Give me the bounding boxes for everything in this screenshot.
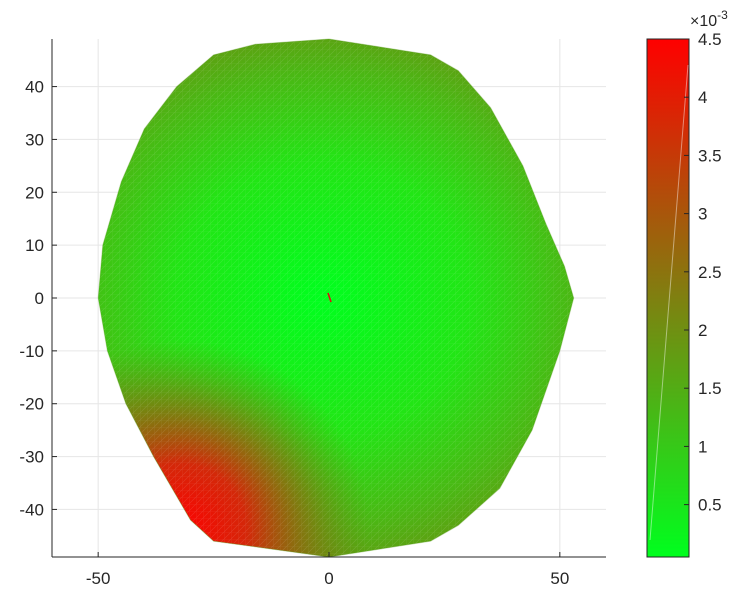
colorbar-glare xyxy=(649,64,689,541)
colorbar-tick-label: 1 xyxy=(698,437,707,456)
colorbar: 0.5 1 1.5 2 2.5 3 3.5 4 4.5 ×10-3 xyxy=(646,8,728,558)
x-axis-ticks: -50 0 50 xyxy=(86,552,569,588)
colorbar-ticks: 0.5 1 1.5 2 2.5 3 3.5 4 4.5 xyxy=(684,30,722,515)
y-tick-label: 20 xyxy=(25,183,44,202)
x-tick-label: -50 xyxy=(86,569,111,588)
x-tick-label: 50 xyxy=(550,569,569,588)
colorbar-tick-label: 3.5 xyxy=(698,146,722,165)
y-tick-label: -10 xyxy=(19,342,44,361)
colorbar-tick-label: 1.5 xyxy=(698,379,722,398)
y-tick-label: 30 xyxy=(25,130,44,149)
heatmap-surface xyxy=(97,38,575,558)
center-marker-mark xyxy=(327,292,332,303)
colorbar-frame xyxy=(646,38,690,558)
y-tick-label: 10 xyxy=(25,236,44,255)
colorbar-tick-label: 2 xyxy=(698,321,707,340)
y-tick-label: 0 xyxy=(35,289,44,308)
center-marker xyxy=(327,292,332,303)
colorbar-tick-label: 0.5 xyxy=(698,496,722,515)
x-tick-label: 0 xyxy=(324,569,333,588)
colorbar-tick-label: 4 xyxy=(698,88,707,107)
colorbar-tick-label: 2.5 xyxy=(698,263,722,282)
colorbar-tick-label: 4.5 xyxy=(698,30,722,49)
y-tick-label: -20 xyxy=(19,395,44,414)
colorbar-tick-label: 3 xyxy=(698,205,707,224)
y-axis-ticks: -40 -30 -20 -10 0 10 20 30 40 xyxy=(19,78,57,519)
y-tick-label: 40 xyxy=(25,78,44,97)
mesh-overlay xyxy=(98,39,574,557)
colorbar-gradient xyxy=(647,39,689,557)
y-tick-label: -40 xyxy=(19,500,44,519)
colorbar-scale-factor: ×10-3 xyxy=(690,8,728,30)
y-tick-label: -30 xyxy=(19,448,44,467)
